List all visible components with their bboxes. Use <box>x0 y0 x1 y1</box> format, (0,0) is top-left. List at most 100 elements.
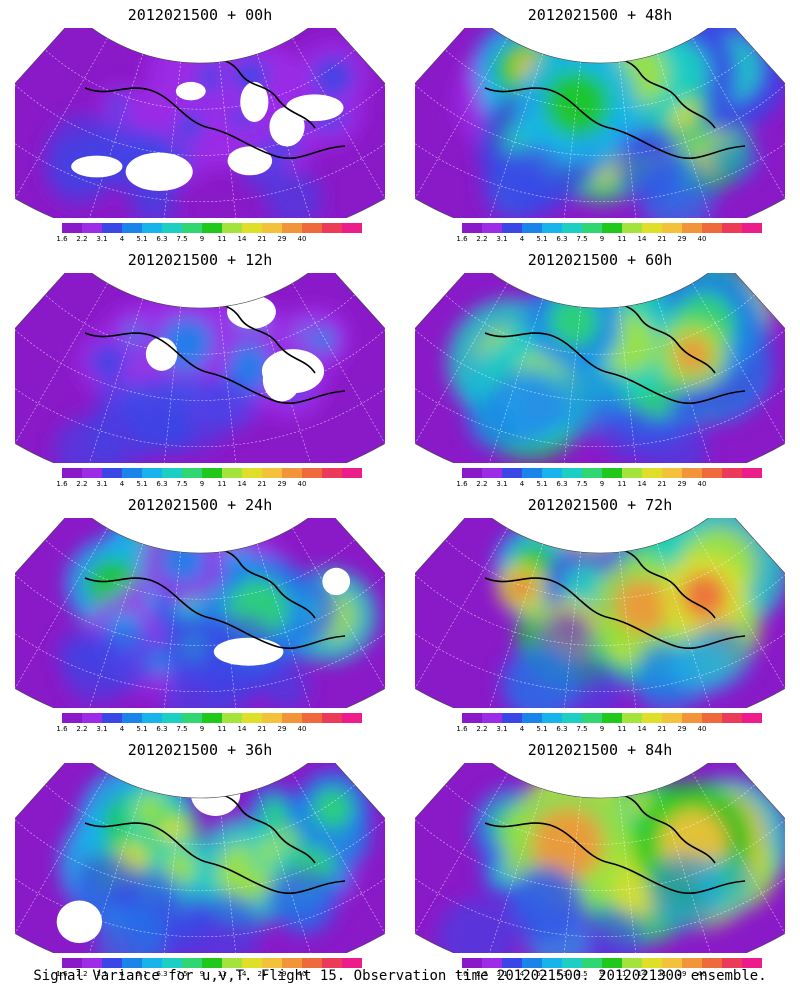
colorbar-tick-label: 9 <box>599 970 605 978</box>
forecast-panel: 2012021500 + 84h 1.6 2.2 3.1 4 5.1 6.3 7.5 9 11 14… <box>400 735 800 980</box>
colorbar-tick-label: 29 <box>677 235 687 243</box>
forecast-panel: 2012021500 + 24h 1.6 2.2 3.1 4 5.1 6.3 7.5 9 11 14… <box>0 490 400 735</box>
colorbar-swatch <box>162 223 182 233</box>
colorbar-tick-label: 5.1 <box>536 970 548 978</box>
colorbar-tick-label: 4 <box>519 725 525 733</box>
colorbar-swatch <box>122 468 142 478</box>
colorbar-swatch <box>542 713 562 723</box>
colorbar-swatch <box>582 468 602 478</box>
colorbar-swatch <box>562 223 582 233</box>
colorbar-swatch <box>102 223 122 233</box>
colorbar-swatch <box>542 958 562 968</box>
colorbar-swatch <box>502 223 522 233</box>
colorbar-tick-label: 3.1 <box>96 480 108 488</box>
colorbar-tick-label: 2.2 <box>76 480 88 488</box>
colorbar-swatch <box>302 468 322 478</box>
colorbar-tick-label: 1.6 <box>56 725 68 733</box>
colorbar-swatch <box>662 223 682 233</box>
variance-field <box>15 28 385 218</box>
colorbar-tick-label: 21 <box>657 480 667 488</box>
colorbar-swatch <box>122 713 142 723</box>
colorbar-swatch <box>602 713 622 723</box>
colorbar-swatch <box>722 468 742 478</box>
colorbar-tick-label: 5.1 <box>136 725 148 733</box>
colorbar-tick-label: 29 <box>677 970 687 978</box>
colorbar-swatch <box>202 468 222 478</box>
colorbar-tick-label: 6.3 <box>156 970 168 978</box>
colorbar-swatch <box>562 713 582 723</box>
variance-map <box>415 763 785 953</box>
colorbar-swatch <box>582 713 602 723</box>
colorbar-tick-label: 14 <box>637 970 647 978</box>
colorbar-swatch <box>282 223 302 233</box>
colorbar-swatch <box>722 223 742 233</box>
colorbar-tick-label: 9 <box>199 480 205 488</box>
colorbar-swatch <box>622 468 642 478</box>
colorbar-swatch <box>682 713 702 723</box>
colorbar-swatch <box>202 713 222 723</box>
colorbar-tick-label: 4 <box>519 970 525 978</box>
colorbar-tick-label: 6.3 <box>556 970 568 978</box>
colorbar-swatch <box>342 958 362 968</box>
colorbar-tick-label: 1.6 <box>56 480 68 488</box>
colorbar-swatch <box>462 468 482 478</box>
colorbar-swatch <box>202 958 222 968</box>
colorbar-tick-label: 2.2 <box>476 235 488 243</box>
colorbar-tick-label: 5.1 <box>536 480 548 488</box>
colorbar-swatch <box>742 223 762 233</box>
colorbar-tick-label: 7.5 <box>576 970 588 978</box>
colorbar-swatch <box>482 958 502 968</box>
colorbar-tick-label: 29 <box>677 725 687 733</box>
colorbar-swatch <box>102 958 122 968</box>
forecast-panel: 2012021500 + 72h 1.6 2.2 3.1 4 5.1 6.3 7.5 9 11 14… <box>400 490 800 735</box>
colorbar-swatch <box>102 468 122 478</box>
colorbar-tick-label: 2.2 <box>476 725 488 733</box>
colorbar-swatch <box>482 468 502 478</box>
colorbar-swatch <box>262 713 282 723</box>
colorbar-swatch <box>602 223 622 233</box>
colorbar-swatch <box>462 223 482 233</box>
colorbar-swatch <box>282 958 302 968</box>
colorbar-tick-label: 11 <box>617 480 627 488</box>
colorbar <box>462 713 762 723</box>
colorbar-swatch <box>342 223 362 233</box>
colorbar-swatch <box>522 958 542 968</box>
colorbar-swatch <box>222 223 242 233</box>
colorbar-swatch <box>502 713 522 723</box>
colorbar-swatch <box>722 713 742 723</box>
colorbar-tick-label: 3.1 <box>96 970 108 978</box>
colorbar-tick-label: 6.3 <box>156 480 168 488</box>
colorbar-swatch <box>62 713 82 723</box>
colorbar-tick-label: 2.2 <box>76 725 88 733</box>
colorbar <box>62 223 362 233</box>
variance-map <box>15 28 385 218</box>
panel-title: 2012021500 + 48h <box>527 6 673 24</box>
colorbar-tick-label: 3.1 <box>496 235 508 243</box>
colorbar-swatch <box>222 958 242 968</box>
colorbar-swatch <box>502 468 522 478</box>
panel-title: 2012021500 + 60h <box>527 251 673 269</box>
colorbar-swatch <box>262 958 282 968</box>
colorbar-swatch <box>242 958 262 968</box>
colorbar-tick-label: 4 <box>519 235 525 243</box>
colorbar-swatch <box>602 468 622 478</box>
colorbar-labels: 1.6 2.2 3.1 4 5.1 6.3 7.5 9 11 14 21 29 40 <box>52 725 372 735</box>
colorbar-tick-label: 1.6 <box>56 235 68 243</box>
colorbar-swatch <box>702 713 722 723</box>
colorbar-tick-label: 29 <box>277 480 287 488</box>
colorbar-swatch <box>322 713 342 723</box>
colorbar-swatch <box>342 468 362 478</box>
colorbar-tick-label: 7.5 <box>176 725 188 733</box>
colorbar-tick-label: 40 <box>697 725 707 733</box>
colorbar-tick-label: 7.5 <box>176 970 188 978</box>
colorbar-tick-label: 14 <box>237 725 247 733</box>
colorbar-tick-label: 11 <box>217 235 227 243</box>
colorbar-swatch <box>62 958 82 968</box>
colorbar-swatch <box>722 958 742 968</box>
colorbar-tick-label: 6.3 <box>156 725 168 733</box>
colorbar-tick-label: 7.5 <box>176 235 188 243</box>
colorbar-tick-label: 2.2 <box>76 235 88 243</box>
colorbar-tick-label: 7.5 <box>576 235 588 243</box>
colorbar-tick-label: 21 <box>657 725 667 733</box>
colorbar-tick-label: 21 <box>257 235 267 243</box>
